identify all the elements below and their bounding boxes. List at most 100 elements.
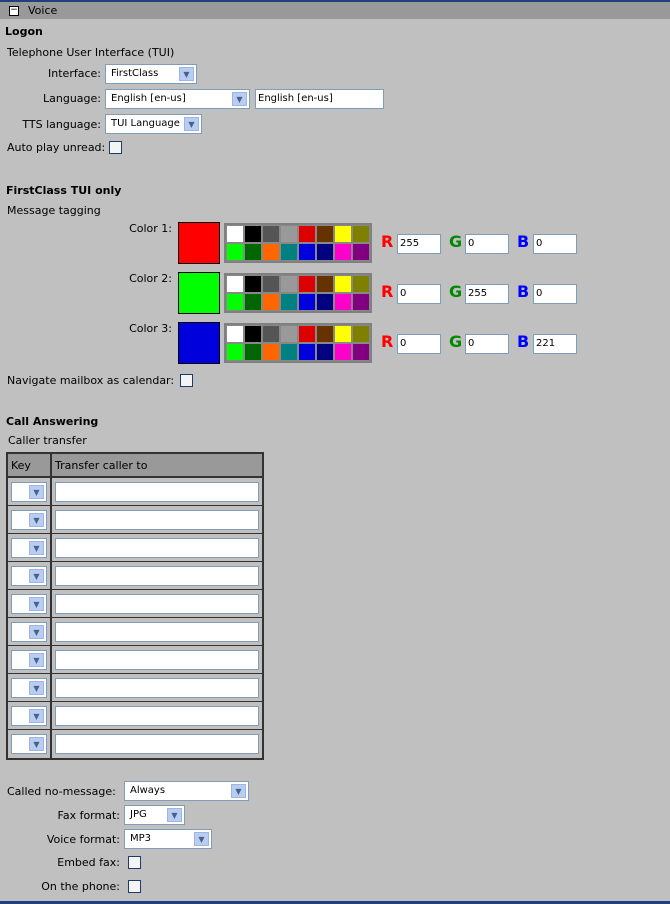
key-select[interactable]: ▼ xyxy=(11,678,47,698)
palette-color-cell[interactable] xyxy=(316,343,334,361)
palette-color-cell[interactable] xyxy=(334,225,352,243)
autoplay-checkbox[interactable] xyxy=(109,141,122,154)
transfer-caller-field[interactable] xyxy=(55,566,259,586)
language-select[interactable]: English [en-us] ▼ xyxy=(105,89,250,109)
no-message-select[interactable]: Always ▼ xyxy=(124,781,249,801)
key-select[interactable]: ▼ xyxy=(11,482,47,502)
key-select[interactable]: ▼ xyxy=(11,650,47,670)
language-text-field[interactable]: English [en-us] xyxy=(255,89,384,109)
palette-color-cell[interactable] xyxy=(280,275,298,293)
r-label: R xyxy=(381,232,394,251)
palette-color-cell[interactable] xyxy=(352,243,370,261)
col-transfer-header: Transfer caller to xyxy=(55,459,148,472)
palette-color-cell[interactable] xyxy=(298,275,316,293)
palette-color-cell[interactable] xyxy=(244,275,262,293)
palette-color-cell[interactable] xyxy=(298,293,316,311)
g-label: G xyxy=(449,232,463,251)
palette-color-cell[interactable] xyxy=(262,293,280,311)
transfer-caller-field[interactable] xyxy=(55,622,259,642)
palette-color-cell[interactable] xyxy=(316,225,334,243)
palette-color-cell[interactable] xyxy=(298,343,316,361)
palette-color-cell[interactable] xyxy=(280,325,298,343)
transfer-caller-field[interactable] xyxy=(55,510,259,530)
key-select[interactable]: ▼ xyxy=(11,566,47,586)
palette-color-cell[interactable] xyxy=(316,275,334,293)
embed-fax-checkbox[interactable] xyxy=(128,856,141,869)
palette-color-cell[interactable] xyxy=(352,293,370,311)
interface-select[interactable]: FirstClass ▼ xyxy=(105,64,197,84)
collapse-minus-icon[interactable]: − xyxy=(9,5,19,16)
r-value-field[interactable]: 255 xyxy=(397,234,441,254)
palette-color-cell[interactable] xyxy=(352,225,370,243)
voice-format-select[interactable]: MP3 ▼ xyxy=(124,829,212,849)
chevron-down-icon: ▼ xyxy=(29,737,44,751)
transfer-caller-field[interactable] xyxy=(55,706,259,726)
palette-color-cell[interactable] xyxy=(298,243,316,261)
g-value-field[interactable]: 255 xyxy=(465,284,509,304)
palette-color-cell[interactable] xyxy=(316,325,334,343)
b-label: B xyxy=(517,232,530,251)
transfer-caller-field[interactable] xyxy=(55,482,259,502)
navigate-calendar-label: Navigate mailbox as calendar: xyxy=(7,374,175,387)
palette-color-cell[interactable] xyxy=(244,293,262,311)
key-select[interactable]: ▼ xyxy=(11,706,47,726)
palette-color-cell[interactable] xyxy=(244,225,262,243)
key-select[interactable]: ▼ xyxy=(11,734,47,754)
palette-color-cell[interactable] xyxy=(244,325,262,343)
palette-color-cell[interactable] xyxy=(334,325,352,343)
b-value-field[interactable]: 221 xyxy=(533,334,577,354)
g-value-field[interactable]: 0 xyxy=(465,234,509,254)
key-select[interactable]: ▼ xyxy=(11,538,47,558)
key-select[interactable]: ▼ xyxy=(11,622,47,642)
palette-color-cell[interactable] xyxy=(226,293,244,311)
palette-color-cell[interactable] xyxy=(334,243,352,261)
g-value-field[interactable]: 0 xyxy=(465,334,509,354)
palette-color-cell[interactable] xyxy=(262,225,280,243)
transfer-caller-field[interactable] xyxy=(55,734,259,754)
r-value-field[interactable]: 0 xyxy=(397,284,441,304)
palette-color-cell[interactable] xyxy=(262,325,280,343)
palette-color-cell[interactable] xyxy=(352,325,370,343)
on-the-phone-label: On the phone: xyxy=(41,880,120,893)
palette-color-cell[interactable] xyxy=(352,275,370,293)
table-row: ▼ xyxy=(8,590,262,618)
palette-color-cell[interactable] xyxy=(280,225,298,243)
transfer-caller-field[interactable] xyxy=(55,678,259,698)
palette-color-cell[interactable] xyxy=(226,325,244,343)
palette-color-cell[interactable] xyxy=(280,343,298,361)
b-value-field[interactable]: 0 xyxy=(533,234,577,254)
palette-color-cell[interactable] xyxy=(280,293,298,311)
tts-language-select[interactable]: TUI Language ▼ xyxy=(105,114,202,134)
r-value-field[interactable]: 0 xyxy=(397,334,441,354)
transfer-caller-field[interactable] xyxy=(55,650,259,670)
palette-color-cell[interactable] xyxy=(226,343,244,361)
palette-color-cell[interactable] xyxy=(298,325,316,343)
fax-format-select[interactable]: JPG ▼ xyxy=(124,805,185,825)
palette-color-cell[interactable] xyxy=(298,225,316,243)
section-header[interactable]: − Voice xyxy=(0,0,670,19)
palette-color-cell[interactable] xyxy=(244,243,262,261)
on-the-phone-checkbox[interactable] xyxy=(128,880,141,893)
color-label: Color 2: xyxy=(129,272,172,285)
palette-color-cell[interactable] xyxy=(244,343,262,361)
palette-color-cell[interactable] xyxy=(262,343,280,361)
transfer-caller-field[interactable] xyxy=(55,594,259,614)
palette-color-cell[interactable] xyxy=(280,243,298,261)
palette-color-cell[interactable] xyxy=(226,275,244,293)
palette-color-cell[interactable] xyxy=(262,243,280,261)
palette-color-cell[interactable] xyxy=(334,343,352,361)
palette-color-cell[interactable] xyxy=(334,275,352,293)
navigate-calendar-checkbox[interactable] xyxy=(180,374,193,387)
palette-color-cell[interactable] xyxy=(226,225,244,243)
key-select[interactable]: ▼ xyxy=(11,510,47,530)
palette-color-cell[interactable] xyxy=(316,243,334,261)
b-value-field[interactable]: 0 xyxy=(533,284,577,304)
palette-color-cell[interactable] xyxy=(334,293,352,311)
palette-color-cell[interactable] xyxy=(226,243,244,261)
transfer-caller-field[interactable] xyxy=(55,538,259,558)
palette-color-cell[interactable] xyxy=(352,343,370,361)
key-select[interactable]: ▼ xyxy=(11,594,47,614)
table-row: ▼ xyxy=(8,702,262,730)
palette-color-cell[interactable] xyxy=(262,275,280,293)
palette-color-cell[interactable] xyxy=(316,293,334,311)
